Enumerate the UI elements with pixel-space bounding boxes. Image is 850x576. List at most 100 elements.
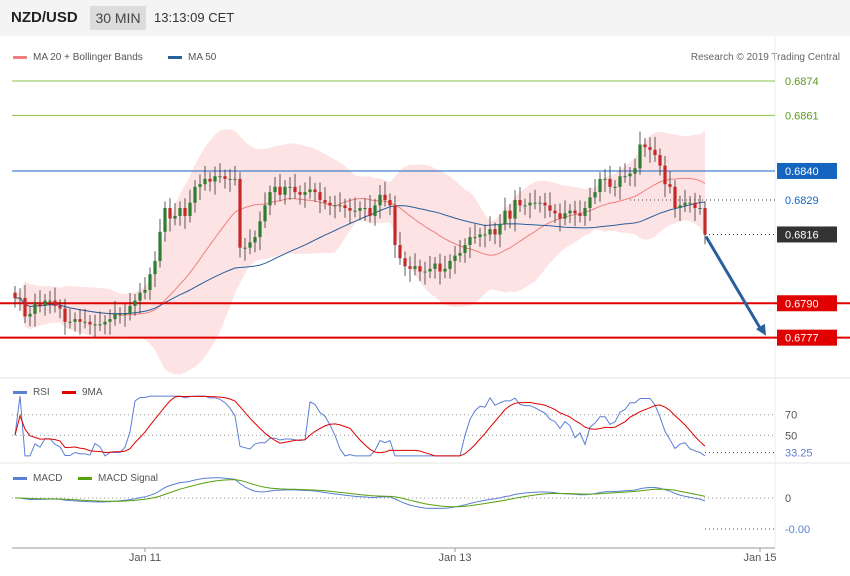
candle-down — [403, 258, 407, 267]
timeframe-selector[interactable]: 30 MIN — [90, 6, 146, 30]
candle-up — [688, 202, 692, 204]
candle-up — [193, 186, 197, 203]
candle-up — [28, 313, 32, 317]
candle-up — [273, 186, 277, 193]
macd-label-zero: 0 — [785, 493, 791, 505]
currency-pair-title: NZD/USD — [11, 9, 78, 26]
candle-up — [283, 186, 287, 195]
timestamp: 13:13:09 CET — [154, 10, 235, 25]
candle-down — [383, 194, 387, 201]
candle-down — [58, 305, 62, 309]
price-label-0.6874: 0.6874 — [785, 76, 819, 88]
price-label-0.6861: 0.6861 — [785, 110, 819, 122]
candle-up — [698, 208, 702, 209]
forecast-arrow-head — [756, 323, 766, 336]
candle-up — [458, 252, 462, 256]
candle-down — [38, 303, 42, 306]
candle-up — [248, 242, 252, 248]
candle-down — [393, 205, 397, 246]
candle-up — [143, 290, 147, 293]
candle-down — [348, 208, 352, 211]
candle-up — [433, 263, 437, 269]
candle-down — [208, 178, 212, 182]
legend-macd-signal-label: MACD Signal — [98, 473, 159, 484]
candle-down — [543, 202, 547, 206]
candle-down — [23, 297, 27, 317]
candle-up — [363, 208, 367, 209]
candle-up — [33, 303, 37, 314]
chart-credit: Research © 2019 Trading Central — [690, 52, 840, 63]
candle-up — [188, 202, 192, 216]
legend-9ma-label: 9MA — [82, 387, 103, 398]
candle-down — [668, 184, 672, 187]
candle-down — [518, 200, 522, 206]
candle-up — [128, 305, 132, 314]
candle-up — [428, 268, 432, 272]
candle-up — [258, 221, 262, 238]
candle-up — [198, 184, 202, 187]
candle-up — [598, 178, 602, 193]
candle-down — [398, 245, 402, 259]
ma20-swatch — [13, 55, 27, 59]
candle-up — [603, 178, 607, 180]
candle-down — [388, 200, 392, 206]
candle-up — [243, 247, 247, 249]
candle-down — [493, 229, 497, 235]
candle-up — [18, 297, 22, 299]
candle-up — [253, 237, 257, 243]
candle-up — [373, 205, 377, 216]
rsi-line — [14, 395, 706, 457]
candle-up — [613, 186, 617, 188]
candle-up — [588, 197, 592, 208]
candle-down — [223, 176, 227, 179]
candle-down — [548, 205, 552, 211]
candle-up — [618, 176, 622, 187]
rsi-9ma-line — [14, 395, 706, 457]
candle-up — [233, 178, 237, 180]
candle-down — [278, 186, 282, 195]
candle-down — [343, 205, 347, 208]
candle-down — [703, 208, 707, 235]
candle-up — [523, 205, 527, 207]
candle-down — [53, 300, 57, 306]
candle-up — [43, 300, 47, 306]
candle-down — [78, 319, 82, 322]
rsi-swatch — [13, 390, 27, 394]
candle-up — [353, 210, 357, 212]
candle-up — [163, 208, 167, 232]
candle-down — [643, 144, 647, 148]
candle-down — [238, 178, 242, 248]
forecast-arrow-line — [704, 235, 763, 331]
candle-up — [263, 205, 267, 222]
candle-up — [378, 194, 382, 206]
candle-down — [663, 165, 667, 185]
candle-up — [463, 245, 467, 253]
candle-up — [218, 176, 222, 178]
candle-down — [418, 266, 422, 272]
candle-up — [118, 313, 122, 315]
candle-down — [88, 321, 92, 325]
macd-signal-line — [15, 479, 706, 508]
candle-up — [478, 234, 482, 238]
candle-up — [83, 321, 87, 323]
rsi-label-50: 50 — [785, 430, 797, 442]
candle-up — [683, 202, 687, 206]
candle-up — [268, 192, 272, 206]
x-axis-label-Jan-15: Jan 15 — [743, 552, 776, 564]
candle-up — [48, 300, 52, 302]
chart-header: NZD/USD 30 MIN 13:13:09 CET — [0, 0, 850, 36]
legend-ma50-label: MA 50 — [188, 52, 217, 63]
candle-up — [333, 205, 337, 207]
price-label-box-0.6840 — [777, 162, 837, 179]
candle-down — [558, 213, 562, 219]
legend-rsi-label: RSI — [33, 387, 50, 398]
candle-down — [653, 149, 657, 156]
candle-down — [318, 192, 322, 201]
candle-down — [608, 178, 612, 187]
legend-ma50: MA 50 — [168, 52, 216, 63]
candle-up — [148, 274, 152, 291]
legend-9ma: 9MA — [62, 387, 103, 398]
candle-up — [533, 202, 537, 204]
candle-down — [298, 192, 302, 195]
